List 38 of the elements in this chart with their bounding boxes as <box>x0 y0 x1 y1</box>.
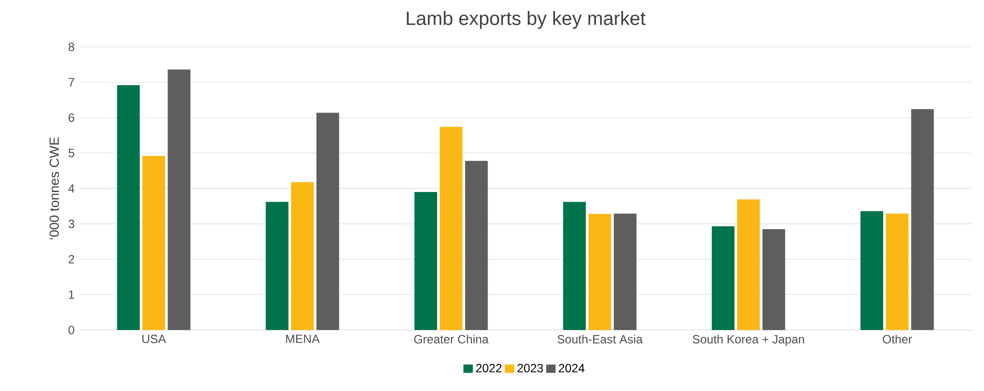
y-tick-label: 1 <box>68 290 74 299</box>
bar <box>911 109 934 330</box>
bar <box>266 202 288 330</box>
y-tick-label: 3 <box>68 220 74 228</box>
bar <box>291 182 314 330</box>
bar <box>712 226 734 330</box>
y-tick-label: 6 <box>68 113 74 122</box>
x-tick-label: MENA <box>286 334 320 343</box>
y-tick-label: 2 <box>68 255 74 264</box>
x-tick-label: USA <box>142 334 166 344</box>
bar <box>117 85 140 330</box>
legend-label: 2023 <box>517 364 543 372</box>
bar <box>316 112 340 330</box>
bar <box>588 214 612 330</box>
y-tick-label: 4 <box>68 184 74 193</box>
x-tick-label: South Korea + Japan <box>692 334 804 346</box>
bar <box>886 214 909 330</box>
legend-label: 2022 <box>476 364 502 372</box>
bar <box>440 126 462 330</box>
bar <box>762 229 786 330</box>
y-tick-label: 8 <box>68 42 74 52</box>
y-tick-label: 5 <box>68 148 74 158</box>
bar <box>142 156 166 330</box>
bar <box>563 202 586 330</box>
y-axis-title: ‘000 tonnes CWE <box>50 137 59 240</box>
x-tick-label: Greater China <box>414 334 489 344</box>
y-tick-label: 0 <box>68 326 74 334</box>
legend-label: 2024 <box>558 364 584 372</box>
bar <box>414 192 438 330</box>
x-tick-label: Other <box>882 334 912 344</box>
bar <box>737 199 760 330</box>
chart-title: Lamb exports by key market <box>406 11 646 29</box>
bar <box>465 160 488 330</box>
y-tick-label: 7 <box>68 78 74 86</box>
bar <box>168 70 190 330</box>
bar <box>860 211 884 330</box>
bar <box>614 214 636 330</box>
x-tick-label: South-East Asia <box>557 334 643 344</box>
